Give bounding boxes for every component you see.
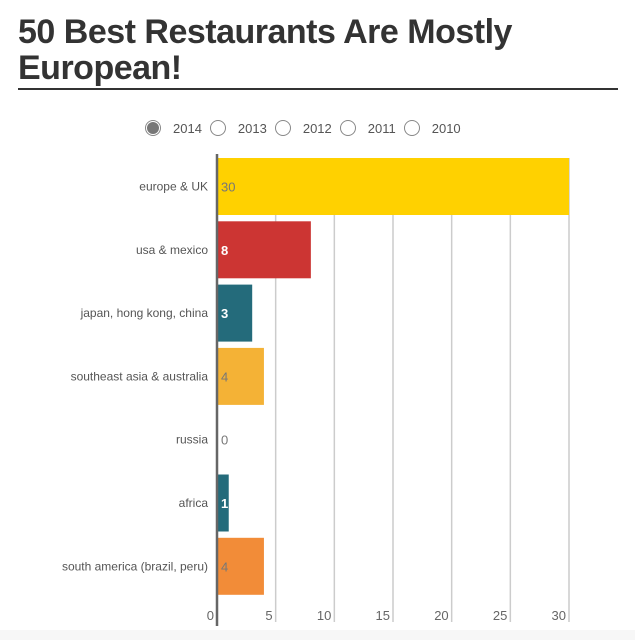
- year-radio-2011[interactable]: 2011: [339, 120, 396, 136]
- x-tick-label: 0: [207, 608, 214, 623]
- category-label: europe & UK: [139, 180, 208, 194]
- radio-circle-icon[interactable]: [209, 120, 226, 136]
- bar-3: [217, 347, 264, 405]
- bar-5: [217, 474, 229, 532]
- x-tick-label: 30: [552, 608, 566, 623]
- year-radio-2014[interactable]: 2014: [145, 120, 202, 136]
- radio-circle-icon[interactable]: [403, 120, 420, 136]
- bar-2: [217, 284, 253, 342]
- x-tick-label: 10: [317, 608, 331, 623]
- year-label: 2011: [367, 120, 396, 136]
- x-tick-label: 15: [376, 608, 390, 623]
- category-label: southeast asia & australia: [71, 369, 209, 383]
- category-label: russia: [176, 433, 208, 447]
- x-tick-label: 5: [265, 608, 272, 623]
- radio-circle-icon[interactable]: [145, 120, 161, 136]
- bar-1: [217, 221, 311, 279]
- category-label: africa: [179, 496, 209, 510]
- year-radio-2010[interactable]: 2010: [403, 120, 461, 136]
- year-radio-2013[interactable]: 2013: [209, 120, 267, 136]
- bar-6: [217, 537, 264, 595]
- year-selector: 2014 2013 2012 2011 2010: [145, 120, 469, 136]
- year-label: 2012: [302, 120, 332, 136]
- bar-0: [217, 158, 569, 215]
- year-radio-2012[interactable]: 2012: [274, 120, 332, 136]
- value-label: 4: [221, 369, 228, 384]
- year-label: 2010: [431, 120, 461, 136]
- radio-circle-icon[interactable]: [339, 120, 356, 136]
- value-label: 0: [221, 433, 228, 448]
- year-label: 2014: [173, 120, 202, 136]
- value-label: 8: [221, 243, 228, 258]
- value-label: 30: [221, 180, 235, 195]
- category-label: japan, hong kong, china: [80, 306, 209, 320]
- x-tick-label: 20: [434, 608, 448, 623]
- radio-circle-icon[interactable]: [274, 120, 291, 136]
- year-label: 2013: [237, 120, 267, 136]
- page-title: 50 Best Restaurants Are Mostly European!: [18, 14, 618, 90]
- value-label: 3: [221, 306, 228, 321]
- value-label: 4: [221, 559, 228, 574]
- x-tick-label: 25: [493, 608, 507, 623]
- value-label: 1: [221, 496, 228, 511]
- category-label: usa & mexico: [136, 243, 208, 257]
- category-label: south america (brazil, peru): [62, 559, 208, 573]
- footer-strip: [0, 630, 635, 640]
